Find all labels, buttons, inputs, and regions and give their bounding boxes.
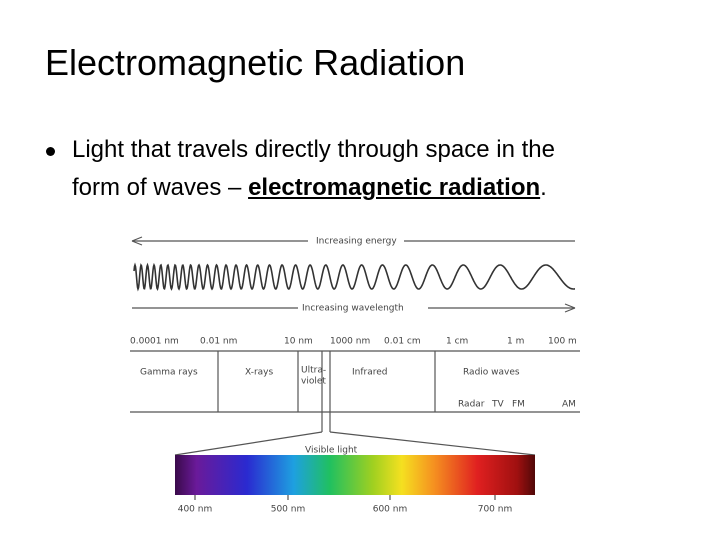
label-bg — [308, 235, 404, 247]
region-label: Radio waves — [463, 368, 520, 378]
spectrum-label: 600 nm — [373, 505, 408, 515]
arrow-label: Increasing energy — [316, 237, 397, 247]
slide-title: Electromagnetic Radiation — [45, 42, 466, 83]
band-label: TV — [491, 400, 504, 410]
region-label: Infrared — [352, 368, 388, 378]
scale-label: 0.01 cm — [384, 337, 421, 347]
spectrum-label: 700 nm — [478, 505, 513, 515]
region-label: Ultra- — [301, 366, 326, 376]
region-label: X-rays — [245, 368, 274, 378]
scale-label: 0.0001 nm — [130, 337, 179, 347]
scale-label: 0.01 nm — [200, 337, 237, 347]
region-label: violet — [301, 377, 326, 387]
spectrum-label: 500 nm — [271, 505, 306, 515]
visible-spectrum — [175, 455, 535, 495]
bullet-text: . — [540, 174, 547, 201]
bullet-line: form of waves – electromagnetic radiatio… — [72, 174, 547, 202]
label-bg — [298, 302, 428, 314]
spectrum-label: 400 nm — [178, 505, 213, 515]
scale-label: 10 nm — [284, 337, 313, 347]
arrow-label: Increasing wavelength — [302, 304, 404, 314]
bullet-text: form of waves – — [72, 174, 249, 201]
wave — [133, 262, 575, 292]
scale-label: 100 m — [548, 337, 577, 347]
band-label: FM — [512, 400, 525, 410]
band-label: Radar — [458, 400, 485, 410]
scale-label: 1 cm — [446, 337, 468, 347]
spectrum-tick — [194, 495, 496, 500]
bullet-emphasis: electromagnetic radiation — [248, 174, 541, 201]
visible-label: Visible light — [305, 446, 358, 456]
zoom-line — [174, 431, 536, 456]
scale-label: 1 m — [507, 337, 524, 347]
bullet-dot — [46, 147, 55, 156]
arrow-head — [564, 303, 576, 313]
scale-label: 1000 nm — [330, 337, 370, 347]
region-label: Gamma rays — [140, 368, 198, 378]
arrow-head — [131, 236, 143, 246]
band-label: AM — [562, 400, 576, 410]
bullet-line: Light that travels directly through spac… — [72, 136, 555, 163]
